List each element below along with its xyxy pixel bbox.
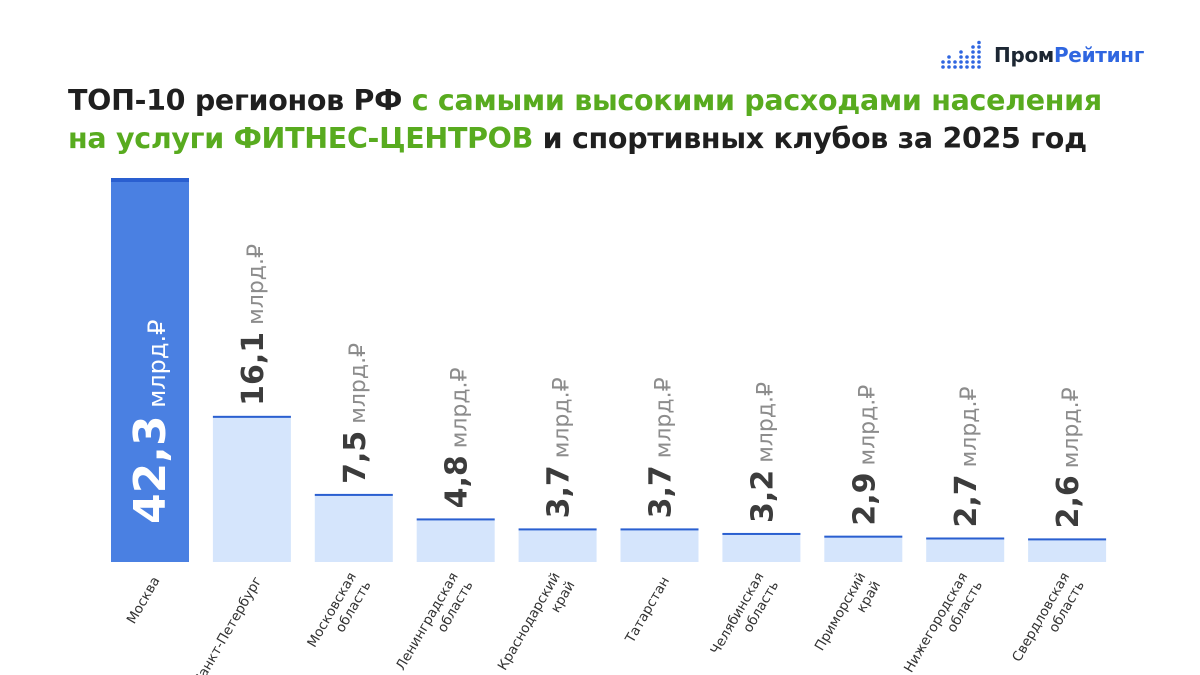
category-label: Челябинскаяобласть <box>708 570 783 666</box>
value-unit: млрд.₽ <box>652 377 677 465</box>
bar-top-line <box>1028 538 1107 541</box>
value-label: 3,7 млрд.₽ <box>542 377 577 518</box>
category-label-line: Татарстан <box>622 574 673 647</box>
value-unit: млрд.₽ <box>346 343 371 431</box>
brand-name: ПромРейтинг <box>994 43 1144 67</box>
bar-top-line <box>518 528 597 531</box>
value-unit: млрд.₽ <box>1059 387 1084 475</box>
category-label-line: Краснодарский <box>495 570 564 673</box>
bar-top-line <box>722 532 801 535</box>
bar <box>518 528 597 562</box>
bar <box>722 532 801 562</box>
bar <box>416 518 495 562</box>
value-number: 42,3 <box>125 415 176 524</box>
category-label-line: Санкт-Петербург <box>190 574 265 675</box>
category-label: Москва <box>124 574 164 627</box>
category-label: Краснодарскийкрай <box>495 570 579 675</box>
brand-logo: ПромРейтинг <box>940 40 1144 70</box>
title-line2-green-b: ФИТНЕС-ЦЕНТРОВ <box>233 122 534 155</box>
category-label: Ленинградскаяобласть <box>393 570 477 675</box>
category-label: Санкт-Петербург <box>190 574 265 675</box>
value-unit: млрд.₽ <box>753 382 778 470</box>
title-line1-green: с самыми высокими расходами населения <box>411 84 1102 117</box>
bar-top-line <box>314 493 393 496</box>
value-number: 7,5 <box>338 431 373 484</box>
value-number: 2,6 <box>1051 475 1086 528</box>
value-label: 3,2 млрд.₽ <box>745 382 780 523</box>
value-label: 2,9 млрд.₽ <box>847 385 882 526</box>
category-label: Татарстан <box>622 574 673 647</box>
value-label: 2,6 млрд.₽ <box>1051 387 1086 528</box>
bar-top-line <box>111 178 189 182</box>
title-line2-dark: и спортивных клубов за 2025 год <box>533 122 1087 155</box>
value-label: 4,8 млрд.₽ <box>440 367 475 508</box>
value-number: 2,9 <box>847 473 882 526</box>
value-unit: млрд.₽ <box>957 387 982 475</box>
value-unit: млрд.₽ <box>143 320 171 416</box>
bar <box>620 528 699 562</box>
category-label: Свердловскаяобласть <box>1009 570 1088 673</box>
value-number: 3,2 <box>745 470 780 523</box>
bar <box>926 537 1005 562</box>
bar-top-line <box>824 535 903 538</box>
bar <box>1028 538 1107 562</box>
brand-name-part2: Рейтинг <box>1053 43 1144 67</box>
title-line2-green-a: на услуги <box>68 122 234 155</box>
value-label: 7,5 млрд.₽ <box>338 343 373 484</box>
bar <box>824 535 903 562</box>
value-label: 2,7 млрд.₽ <box>949 387 984 528</box>
bar-dots-logo-icon <box>941 40 981 69</box>
bar-top-line <box>416 518 495 521</box>
value-label: 42,3 млрд.₽ <box>125 320 176 524</box>
category-label: Приморскийкрай <box>812 570 884 662</box>
value-label: 16,1 млрд.₽ <box>236 244 271 406</box>
value-unit: млрд.₽ <box>550 377 575 465</box>
value-label: 3,7 млрд.₽ <box>644 377 679 518</box>
bar <box>111 178 189 562</box>
value-number: 2,7 <box>949 474 984 527</box>
title-line1-dark: ТОП-10 регионов РФ <box>68 84 412 117</box>
category-label-line: Москва <box>124 574 164 627</box>
bar-top-line <box>620 528 699 531</box>
chart-title: ТОП-10 регионов РФ с самыми высокими рас… <box>68 82 1168 158</box>
category-label: Нижегородскаяобласть <box>901 570 986 675</box>
value-number: 16,1 <box>236 332 271 406</box>
category-label: Московскаяобласть <box>304 570 374 659</box>
brand-name-part1: Пром <box>994 43 1054 67</box>
bar-top-line <box>926 537 1005 540</box>
bar <box>314 493 393 562</box>
value-unit: млрд.₽ <box>244 244 269 332</box>
bar <box>212 415 291 562</box>
value-number: 3,7 <box>644 465 679 518</box>
value-unit: млрд.₽ <box>855 385 880 473</box>
bar-top-line <box>212 415 291 418</box>
value-unit: млрд.₽ <box>448 367 473 455</box>
value-number: 4,8 <box>440 455 475 508</box>
value-number: 3,7 <box>542 465 577 518</box>
